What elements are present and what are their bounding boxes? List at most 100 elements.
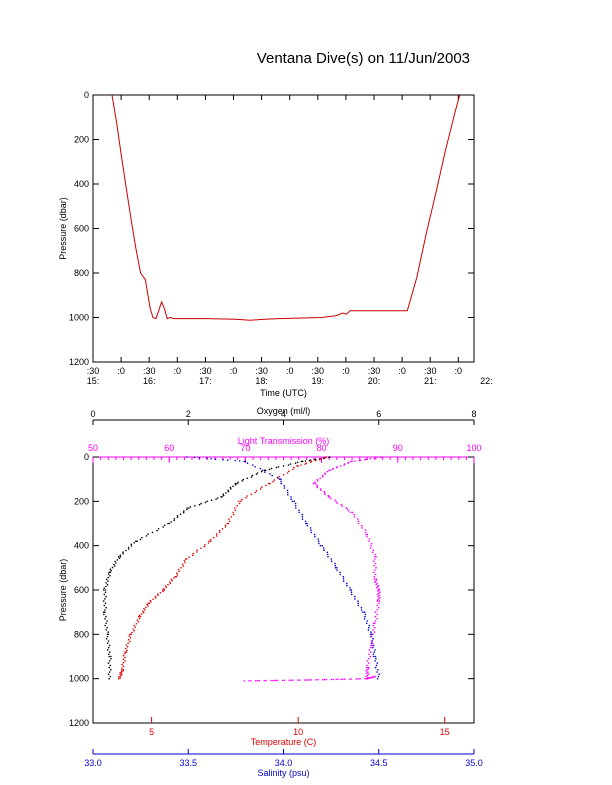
data-point — [179, 513, 182, 515]
data-point — [368, 540, 370, 542]
data-point — [119, 677, 122, 679]
data-point — [150, 601, 152, 603]
data-point — [310, 460, 313, 463]
data-point — [300, 460, 303, 463]
data-point — [368, 653, 370, 656]
data-point — [365, 622, 368, 625]
data-point — [361, 527, 363, 529]
data-point — [323, 457, 325, 460]
data-point — [105, 606, 107, 609]
data-point — [106, 626, 108, 629]
data-point — [334, 562, 336, 565]
data-point — [305, 679, 308, 681]
data-point — [283, 487, 286, 489]
data-point — [306, 522, 308, 525]
data-point — [119, 673, 121, 675]
data-point — [147, 533, 149, 535]
data-point — [269, 482, 271, 485]
data-point — [106, 583, 109, 586]
data-point — [372, 655, 375, 658]
data-point — [375, 457, 377, 459]
data-point — [130, 633, 132, 636]
data-point — [370, 642, 373, 644]
data-point — [298, 679, 301, 681]
data-point — [137, 615, 140, 618]
data-point — [292, 679, 294, 681]
data-point — [304, 460, 307, 462]
data-point — [120, 674, 123, 676]
data-point — [376, 677, 379, 680]
data-point — [157, 594, 159, 597]
data-point — [142, 610, 144, 613]
data-point — [286, 491, 289, 494]
data-point — [374, 620, 377, 622]
data-point — [104, 609, 106, 611]
data-point — [272, 481, 274, 483]
data-point — [376, 613, 378, 616]
x-tick-label: :0 — [398, 366, 406, 376]
data-point — [200, 502, 202, 505]
data-point — [234, 482, 237, 485]
data-point — [263, 469, 266, 472]
data-point — [346, 584, 348, 587]
data-point — [215, 535, 218, 537]
x-tick-label: :30 — [312, 366, 325, 376]
data-point — [374, 622, 376, 625]
data-point — [378, 606, 380, 609]
data-point — [105, 638, 108, 640]
data-point — [374, 611, 377, 613]
data-point — [286, 472, 289, 474]
data-point — [321, 474, 324, 477]
data-point — [365, 533, 367, 536]
data-point — [234, 484, 237, 486]
data-point — [374, 660, 376, 662]
data-point — [370, 644, 372, 647]
data-point — [370, 676, 373, 679]
oxygen-tick-label: 4 — [281, 409, 286, 419]
data-point — [268, 468, 271, 471]
data-point — [350, 589, 353, 591]
data-point — [136, 619, 139, 621]
data-point — [173, 519, 175, 522]
x-hour-label: 19: — [312, 376, 325, 386]
data-point — [163, 587, 165, 590]
data-point — [294, 505, 297, 507]
data-point — [375, 664, 378, 667]
data-point — [310, 529, 312, 531]
data-point — [125, 651, 128, 653]
data-point — [191, 554, 194, 557]
data-point — [378, 600, 381, 602]
data-point — [320, 489, 322, 492]
data-point — [376, 585, 379, 588]
salinity-tick-label: 34.5 — [370, 758, 388, 768]
data-point — [107, 576, 109, 579]
data-point — [110, 655, 112, 658]
data-point — [126, 649, 128, 652]
data-point — [275, 466, 278, 469]
data-point — [344, 678, 346, 680]
data-point — [376, 618, 378, 620]
data-point — [125, 549, 127, 552]
y-axis-label: Pressure (dbar) — [58, 197, 68, 260]
data-point — [373, 564, 376, 567]
data-point — [106, 642, 109, 644]
data-point — [371, 642, 374, 644]
data-point — [325, 678, 328, 681]
data-point — [334, 567, 337, 569]
data-point — [349, 589, 352, 591]
x-axis-label: Time (UTC) — [260, 388, 307, 398]
data-point — [376, 604, 379, 607]
data-point — [370, 542, 373, 545]
data-point — [320, 458, 322, 460]
data-point — [108, 571, 110, 574]
data-point — [115, 562, 117, 564]
data-point — [122, 665, 125, 668]
data-point — [259, 467, 262, 470]
x-hour-label: 16: — [143, 376, 156, 386]
data-point — [312, 482, 315, 485]
data-point — [276, 679, 279, 682]
data-point — [176, 514, 179, 517]
data-point — [314, 536, 316, 538]
data-point — [105, 582, 107, 584]
data-point — [354, 460, 356, 462]
